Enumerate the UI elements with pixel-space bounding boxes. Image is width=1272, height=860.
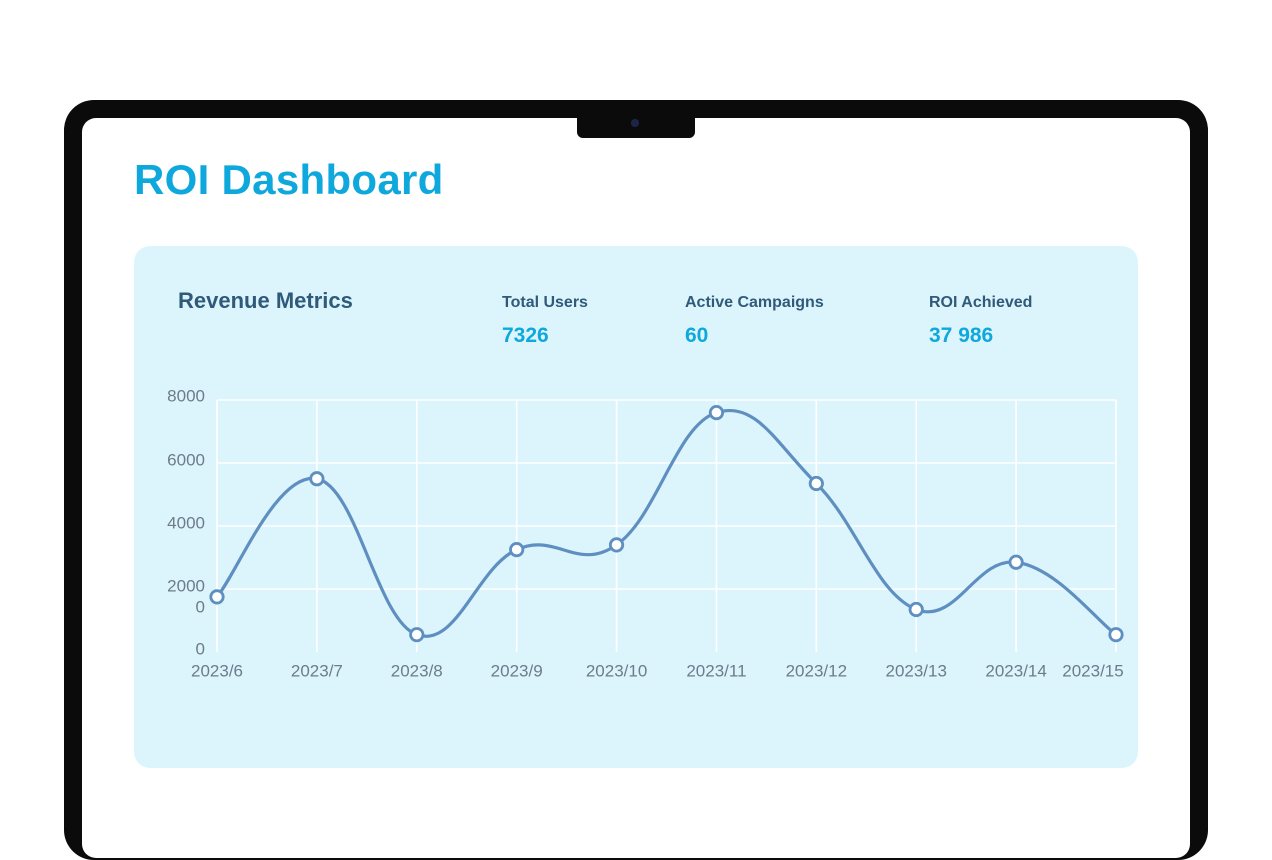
camera-notch — [577, 112, 695, 138]
stat-active-campaigns: Active Campaigns 60 — [685, 294, 824, 348]
stat-label: Active Campaigns — [685, 294, 824, 311]
stat-total-users: Total Users 7326 — [502, 294, 588, 348]
camera-icon — [632, 120, 638, 126]
card-title: Revenue Metrics — [178, 288, 353, 313]
page-title: ROI Dashboard — [134, 156, 444, 203]
stat-label: ROI Achieved — [929, 294, 1033, 311]
stat-value: 37 986 — [929, 324, 994, 347]
stat-label: Total Users — [502, 294, 588, 311]
stat-roi-achieved: ROI Achieved 37 986 — [929, 294, 1032, 348]
stat-value: 7326 — [502, 324, 549, 347]
stat-value: 60 — [685, 324, 709, 347]
